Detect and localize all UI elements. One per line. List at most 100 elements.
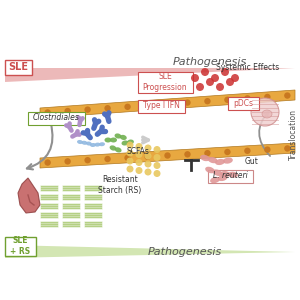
- Text: pDCs: pDCs: [233, 98, 253, 107]
- Circle shape: [44, 159, 51, 166]
- Text: Translocation: Translocation: [289, 110, 298, 160]
- Ellipse shape: [200, 155, 210, 161]
- Circle shape: [231, 74, 239, 82]
- Circle shape: [154, 154, 160, 161]
- Text: Pathogenesis: Pathogenesis: [148, 247, 222, 257]
- Circle shape: [224, 149, 231, 155]
- Ellipse shape: [127, 140, 134, 145]
- Circle shape: [224, 97, 231, 103]
- Ellipse shape: [262, 110, 272, 118]
- Circle shape: [244, 148, 250, 154]
- Circle shape: [216, 83, 224, 91]
- Text: Resistant
Starch (RS): Resistant Starch (RS): [98, 175, 142, 195]
- Circle shape: [284, 92, 291, 99]
- Bar: [84, 221, 102, 227]
- Circle shape: [184, 99, 191, 106]
- Bar: [62, 203, 80, 209]
- Circle shape: [244, 95, 250, 102]
- FancyBboxPatch shape: [227, 97, 259, 110]
- Circle shape: [284, 145, 291, 152]
- Text: Pathogenesis: Pathogenesis: [173, 57, 247, 67]
- Circle shape: [144, 102, 151, 109]
- Circle shape: [191, 74, 199, 82]
- Ellipse shape: [110, 146, 116, 151]
- Ellipse shape: [120, 135, 127, 140]
- Circle shape: [154, 170, 160, 177]
- Text: SCFAs: SCFAs: [127, 148, 149, 157]
- Circle shape: [124, 103, 131, 110]
- Bar: [62, 221, 80, 227]
- Ellipse shape: [215, 159, 225, 165]
- Text: Clostridiales: Clostridiales: [33, 113, 80, 122]
- Circle shape: [84, 157, 91, 164]
- Circle shape: [206, 78, 214, 86]
- Polygon shape: [5, 68, 295, 82]
- FancyBboxPatch shape: [28, 112, 85, 124]
- Circle shape: [264, 146, 271, 153]
- Circle shape: [127, 149, 134, 157]
- Circle shape: [164, 101, 171, 107]
- Ellipse shape: [82, 141, 87, 145]
- Circle shape: [136, 159, 142, 166]
- Circle shape: [64, 108, 71, 114]
- Circle shape: [104, 105, 111, 111]
- FancyBboxPatch shape: [4, 59, 32, 74]
- Ellipse shape: [90, 143, 96, 147]
- Circle shape: [64, 158, 71, 165]
- Circle shape: [154, 162, 160, 169]
- Bar: [84, 194, 102, 200]
- Circle shape: [196, 83, 204, 91]
- Circle shape: [184, 151, 191, 158]
- Ellipse shape: [94, 142, 100, 147]
- Ellipse shape: [86, 142, 92, 146]
- Circle shape: [201, 68, 209, 76]
- Text: SLE
+ RS: SLE + RS: [10, 236, 30, 256]
- Bar: [84, 185, 102, 191]
- Bar: [40, 212, 58, 218]
- FancyBboxPatch shape: [4, 236, 35, 256]
- Polygon shape: [40, 90, 295, 118]
- Ellipse shape: [104, 137, 112, 142]
- Ellipse shape: [77, 140, 83, 144]
- Ellipse shape: [228, 172, 238, 178]
- Polygon shape: [5, 245, 295, 258]
- Circle shape: [264, 94, 271, 100]
- Circle shape: [136, 167, 142, 174]
- Ellipse shape: [110, 137, 117, 142]
- Text: SLE: SLE: [8, 62, 28, 72]
- Circle shape: [136, 151, 142, 158]
- Ellipse shape: [223, 158, 233, 164]
- Bar: [40, 194, 58, 200]
- Text: Type I IFN: Type I IFN: [142, 101, 179, 110]
- Circle shape: [211, 74, 219, 82]
- Circle shape: [127, 166, 134, 172]
- Circle shape: [204, 98, 211, 104]
- Polygon shape: [40, 143, 295, 168]
- Text: Systemic Effects: Systemic Effects: [216, 64, 280, 73]
- Ellipse shape: [210, 177, 220, 183]
- Circle shape: [145, 169, 152, 176]
- Circle shape: [154, 146, 160, 153]
- Ellipse shape: [208, 157, 218, 163]
- Circle shape: [127, 158, 134, 164]
- Ellipse shape: [99, 142, 105, 146]
- Text: L. reuteri: L. reuteri: [213, 172, 248, 181]
- FancyBboxPatch shape: [137, 100, 184, 112]
- Circle shape: [124, 155, 131, 161]
- Ellipse shape: [213, 169, 222, 176]
- Circle shape: [127, 142, 134, 148]
- Ellipse shape: [218, 175, 228, 181]
- Bar: [40, 221, 58, 227]
- Ellipse shape: [122, 140, 128, 146]
- Circle shape: [145, 152, 152, 160]
- Polygon shape: [18, 178, 40, 213]
- Text: SLE
Progression: SLE Progression: [143, 72, 187, 92]
- Circle shape: [104, 156, 111, 162]
- Bar: [40, 203, 58, 209]
- Bar: [62, 194, 80, 200]
- Circle shape: [84, 106, 91, 113]
- Circle shape: [44, 109, 51, 116]
- Circle shape: [145, 160, 152, 167]
- Circle shape: [164, 152, 171, 159]
- Circle shape: [145, 145, 152, 152]
